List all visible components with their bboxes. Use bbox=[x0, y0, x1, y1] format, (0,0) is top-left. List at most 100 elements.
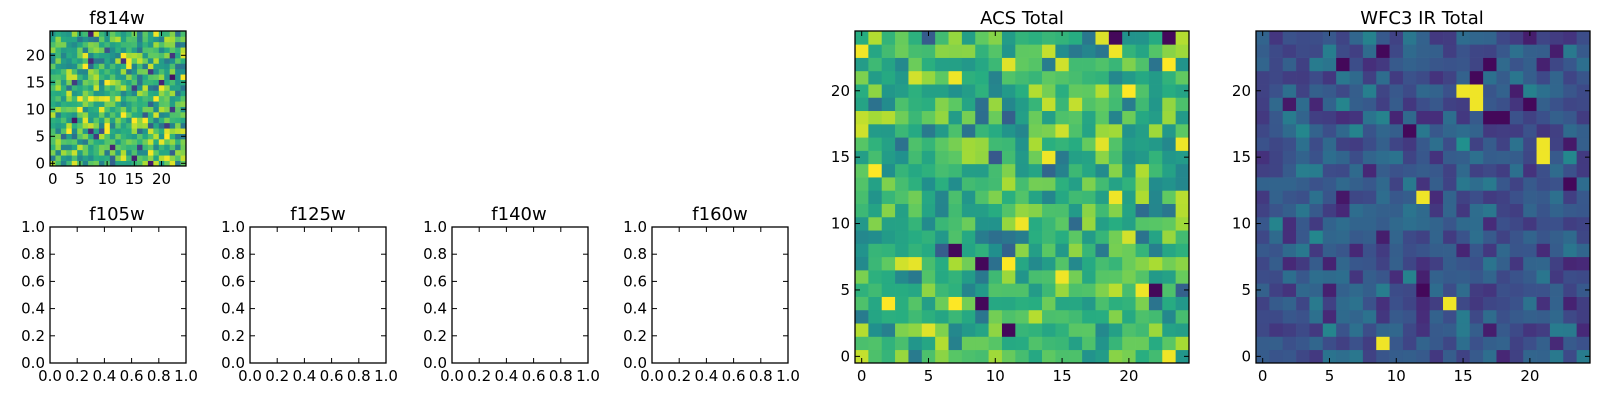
heatmap-cell bbox=[1095, 336, 1110, 351]
heatmap-cell bbox=[126, 139, 132, 145]
heatmap-cell bbox=[1309, 243, 1324, 258]
f814w-heatmap bbox=[50, 31, 187, 167]
heatmap-cell bbox=[908, 57, 923, 72]
f105w-ticks: 0.0 0.2 0.4 0.6 0.8 1.00.00.20.40.60.81.0 bbox=[21, 218, 198, 385]
heatmap-cell bbox=[1148, 137, 1163, 151]
heatmap-cell bbox=[1148, 57, 1163, 72]
heatmap-cell bbox=[158, 128, 165, 134]
heatmap-cell bbox=[115, 52, 122, 59]
heatmap-cell bbox=[1028, 190, 1043, 204]
heatmap-cell bbox=[1175, 296, 1190, 311]
heatmap-cell bbox=[855, 110, 869, 125]
heatmap-cell bbox=[169, 63, 176, 70]
heatmap-cell bbox=[50, 155, 56, 161]
x-tick-label: 0.2 bbox=[467, 367, 491, 385]
heatmap-cell bbox=[855, 323, 869, 337]
heatmap-cell bbox=[895, 256, 909, 271]
heatmap-cell bbox=[1148, 336, 1163, 351]
heatmap-cell bbox=[1135, 44, 1150, 58]
heatmap-cell bbox=[1563, 243, 1577, 258]
heatmap-cell bbox=[1443, 296, 1457, 311]
heatmap-cell bbox=[855, 336, 869, 351]
heatmap-cell bbox=[895, 216, 909, 231]
heatmap-cell bbox=[1416, 230, 1431, 244]
heatmap-cell bbox=[1456, 57, 1471, 72]
heatmap-cell bbox=[126, 85, 132, 91]
heatmap-cell bbox=[1148, 243, 1163, 258]
heatmap-cell bbox=[1322, 70, 1337, 85]
heatmap-cell bbox=[895, 57, 909, 72]
heatmap-cell bbox=[1549, 97, 1564, 112]
heatmap-cell bbox=[1429, 44, 1444, 58]
heatmap-cell bbox=[1536, 31, 1551, 45]
heatmap-cell bbox=[147, 149, 154, 156]
heatmap-cell bbox=[1483, 243, 1497, 258]
heatmap-cell bbox=[60, 31, 67, 37]
heatmap-cell bbox=[1256, 110, 1270, 125]
x-tick-label: 0.8 bbox=[749, 367, 773, 385]
panel-f105w: f105w 0.0 0.2 0.4 0.6 0.8 1.00.00.20.40.60.81… bbox=[21, 204, 198, 385]
heatmap-cell bbox=[1416, 349, 1431, 364]
heatmap-cell bbox=[855, 70, 869, 85]
heatmap-cell bbox=[1443, 230, 1457, 244]
heatmap-cell bbox=[1496, 70, 1511, 85]
heatmap-cell bbox=[1028, 256, 1043, 271]
heatmap-cell bbox=[1469, 309, 1484, 324]
x-tick-label: 1.0 bbox=[174, 367, 198, 385]
heatmap-cell bbox=[868, 190, 883, 204]
heatmap-cell bbox=[77, 117, 83, 124]
heatmap-cell bbox=[88, 112, 94, 118]
heatmap-cell bbox=[1001, 31, 1016, 45]
heatmap-cell bbox=[1269, 31, 1284, 45]
heatmap-cell bbox=[71, 79, 78, 86]
heatmap-cell bbox=[1496, 31, 1511, 45]
heatmap-cell bbox=[1068, 203, 1083, 218]
heatmap-cell bbox=[82, 133, 89, 140]
heatmap-cell bbox=[1055, 216, 1070, 231]
heatmap-cell bbox=[1469, 336, 1484, 351]
heatmap-cell bbox=[50, 36, 56, 43]
heatmap-cell bbox=[147, 31, 154, 37]
heatmap-cell bbox=[142, 85, 149, 91]
heatmap-cell bbox=[1135, 216, 1150, 231]
heatmap-cell bbox=[1042, 323, 1056, 337]
heatmap-cell bbox=[1055, 203, 1070, 218]
heatmap-cell bbox=[1162, 296, 1176, 311]
heatmap-cell bbox=[1015, 296, 1030, 311]
heatmap-cell bbox=[1549, 110, 1564, 125]
heatmap-cell bbox=[180, 58, 187, 64]
heatmap-cell bbox=[1055, 296, 1070, 311]
heatmap-cell bbox=[1389, 97, 1404, 112]
heatmap-cell bbox=[868, 336, 883, 351]
y-tick-label: 0.6 bbox=[221, 272, 245, 290]
heatmap-cell bbox=[1563, 230, 1577, 244]
heatmap-cell bbox=[1402, 44, 1417, 58]
heatmap-cell bbox=[120, 117, 127, 124]
heatmap-cell bbox=[1523, 123, 1537, 138]
heatmap-cell bbox=[88, 31, 94, 37]
heatmap-cell bbox=[137, 133, 143, 140]
heatmap-cell bbox=[1429, 203, 1444, 218]
heatmap-cell bbox=[1162, 243, 1176, 258]
heatmap-cell bbox=[1402, 323, 1417, 337]
heatmap-cell bbox=[180, 74, 187, 80]
heatmap-cell bbox=[1042, 84, 1056, 98]
heatmap-cell bbox=[1402, 70, 1417, 85]
heatmap-cell bbox=[1483, 216, 1497, 231]
heatmap-cell bbox=[1576, 150, 1591, 165]
heatmap-cell bbox=[1095, 243, 1110, 258]
heatmap-cell bbox=[1322, 283, 1337, 297]
heatmap-cell bbox=[50, 41, 56, 48]
heatmap-cell bbox=[175, 101, 181, 107]
heatmap-cell bbox=[158, 47, 165, 53]
heatmap-cell bbox=[1269, 150, 1284, 165]
heatmap-cell bbox=[55, 160, 62, 167]
heatmap-cell bbox=[1496, 150, 1511, 165]
heatmap-cell bbox=[1148, 309, 1163, 324]
heatmap-cell bbox=[988, 256, 1003, 271]
heatmap-cell bbox=[1416, 256, 1431, 271]
heatmap-cell bbox=[126, 47, 132, 53]
heatmap-cell bbox=[115, 31, 122, 37]
heatmap-cell bbox=[71, 47, 78, 53]
